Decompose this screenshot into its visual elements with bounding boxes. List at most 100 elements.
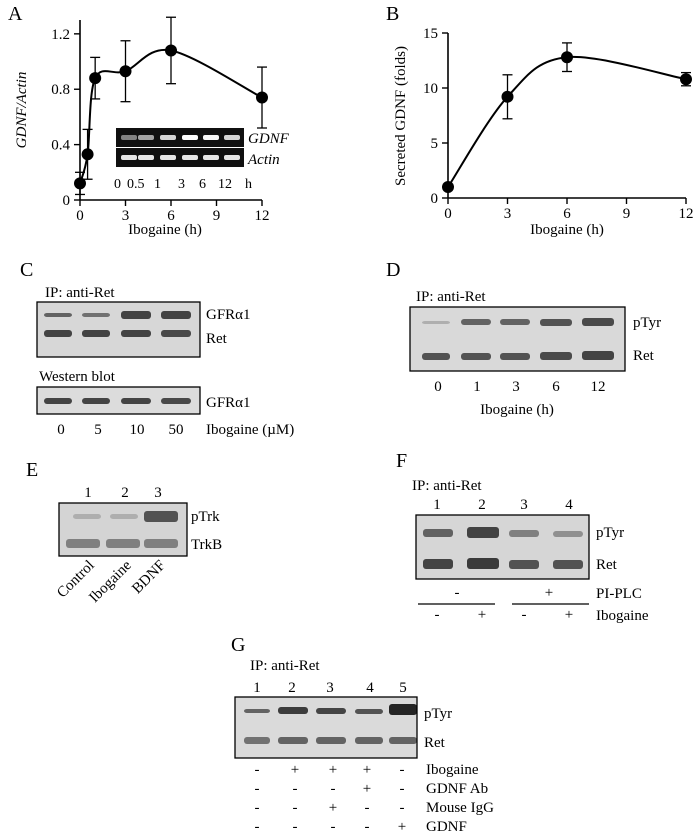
gdnf-band [138, 135, 154, 140]
panel-e-label: E [26, 459, 38, 481]
panel-c-lane-0: 0 [57, 422, 65, 438]
panel-d-ptyr-label: pTyr [633, 315, 661, 331]
panel-e-trkb-label: TrkB [191, 537, 222, 553]
panel-b-data-point [442, 181, 454, 193]
panel-g-sign: - [331, 819, 336, 835]
blot-band [121, 330, 151, 337]
panel-b-data-point [501, 90, 514, 103]
gdnf-gel-strip [116, 128, 244, 147]
panel-a-y-label: GDNF/Actin [14, 72, 30, 149]
panel-g: G IP: anti-Ret 1 2 3 4 5 pTyr Ret - + + + - I… [231, 634, 494, 835]
blot-band [355, 709, 383, 714]
panel-d-lane-6: 6 [552, 379, 560, 395]
panel-g-sign: + [363, 762, 371, 778]
panel-e-bdnf-label: BDNF [129, 558, 169, 598]
panel-a-data-point [256, 91, 268, 104]
panel-f: F IP: anti-Ret 1 2 3 4 pTyr Ret - + PI-P… [396, 450, 649, 624]
blot-band [553, 531, 583, 537]
panel-g-bands [244, 704, 417, 744]
blot-band [82, 398, 110, 404]
inset-lane-12: 12 [218, 177, 232, 192]
panel-f-lane-4: 4 [565, 497, 573, 513]
gdnf-row-label: GDNF [248, 131, 290, 147]
actin-band [182, 155, 198, 160]
panel-b: B Secreted GDNF (folds) Ibogaine (h) 0 3 6… [386, 3, 694, 238]
panel-a-x-tick-label: 6 [167, 208, 175, 224]
panel-g-ptyr-label: pTyr [424, 706, 452, 722]
panel-a-y-tick-label: 1.2 [51, 27, 70, 43]
actin-band [121, 155, 137, 160]
blot-band [144, 511, 178, 522]
inset-lane-0-5: 0.5 [127, 177, 145, 192]
panel-g-treatment-label: Mouse IgG [426, 800, 494, 816]
panel-g-lane-2: 2 [288, 680, 296, 696]
blot-band [121, 398, 151, 404]
panel-c-ip-label: IP: anti-Ret [45, 285, 115, 301]
panel-e-blot [59, 503, 187, 556]
blot-band [82, 330, 110, 337]
panel-g-lane-3: 3 [326, 680, 334, 696]
panel-g-sign: + [329, 762, 337, 778]
blot-band [467, 527, 499, 538]
actin-band [160, 155, 176, 160]
blot-band [110, 514, 138, 519]
blot-band [106, 539, 140, 548]
panel-b-label: B [386, 3, 399, 25]
panel-g-lane-4: 4 [366, 680, 374, 696]
panel-d: D IP: anti-Ret pTyr Ret 0 1 3 6 12 Iboga… [386, 259, 661, 418]
panel-c-xlabel: Ibogaine (µM) [206, 422, 294, 438]
panel-c-ip-bands [44, 311, 191, 337]
panel-c-gfra1-label: GFRα1 [206, 307, 251, 323]
panel-g-sign: - [365, 819, 370, 835]
blot-band [500, 353, 530, 360]
blot-band [461, 353, 491, 360]
panel-g-ip-label: IP: anti-Ret [250, 658, 320, 674]
panel-c-ip-frame [36, 301, 201, 358]
blot-band [423, 529, 453, 537]
panel-b-x-tick-label: 9 [623, 206, 631, 222]
panel-g-sign: - [400, 800, 405, 816]
panel-e-lane-2: 2 [121, 485, 129, 501]
blot-band [278, 707, 308, 714]
panel-c-ip-blot [37, 302, 200, 357]
panel-f-plc-sign-2: + [545, 585, 553, 601]
panel-c-wb-frame [36, 386, 201, 415]
inset-bands [121, 135, 240, 160]
panel-f-frame [415, 514, 590, 580]
blot-band [422, 353, 450, 360]
panel-g-sign: - [293, 819, 298, 835]
actin-band [224, 155, 240, 160]
panel-a-y-tick-label: 0.8 [51, 82, 70, 98]
panel-e-frame [58, 502, 188, 557]
panel-c-label: C [20, 259, 33, 281]
panel-f-bands [423, 527, 583, 569]
panel-c-lane-5: 5 [94, 422, 102, 438]
panel-b-x-label: Ibogaine (h) [530, 222, 604, 238]
blot-band [44, 313, 72, 317]
inset-lane-3: 3 [178, 177, 185, 192]
panel-b-y-tick-label: 15 [423, 26, 438, 42]
panel-a-x-label: Ibogaine (h) [128, 222, 202, 238]
blot-band [121, 311, 151, 319]
panel-b-data-point [561, 51, 573, 64]
blot-band [582, 318, 614, 326]
panel-g-sign: - [255, 781, 260, 797]
panel-f-ibo-sign-1: - [435, 607, 440, 623]
panel-g-sign: + [329, 800, 337, 816]
inset-lane-0: 0 [114, 177, 121, 192]
panel-a-label: A [8, 3, 23, 25]
panel-g-label: G [231, 634, 245, 656]
panel-d-lane-1: 1 [473, 379, 481, 395]
panel-e-lane-1: 1 [84, 485, 92, 501]
blot-band [422, 321, 450, 324]
panel-g-treatment-label: GDNF [426, 819, 467, 835]
panel-g-lane-1: 1 [253, 680, 261, 696]
panel-a-data-point [165, 44, 177, 57]
blot-band [73, 514, 101, 519]
blot-band [244, 709, 270, 713]
panel-c-wb-label: Western blot [39, 369, 116, 385]
blot-band [509, 530, 539, 537]
blot-band [316, 737, 346, 744]
blot-band [244, 737, 270, 744]
